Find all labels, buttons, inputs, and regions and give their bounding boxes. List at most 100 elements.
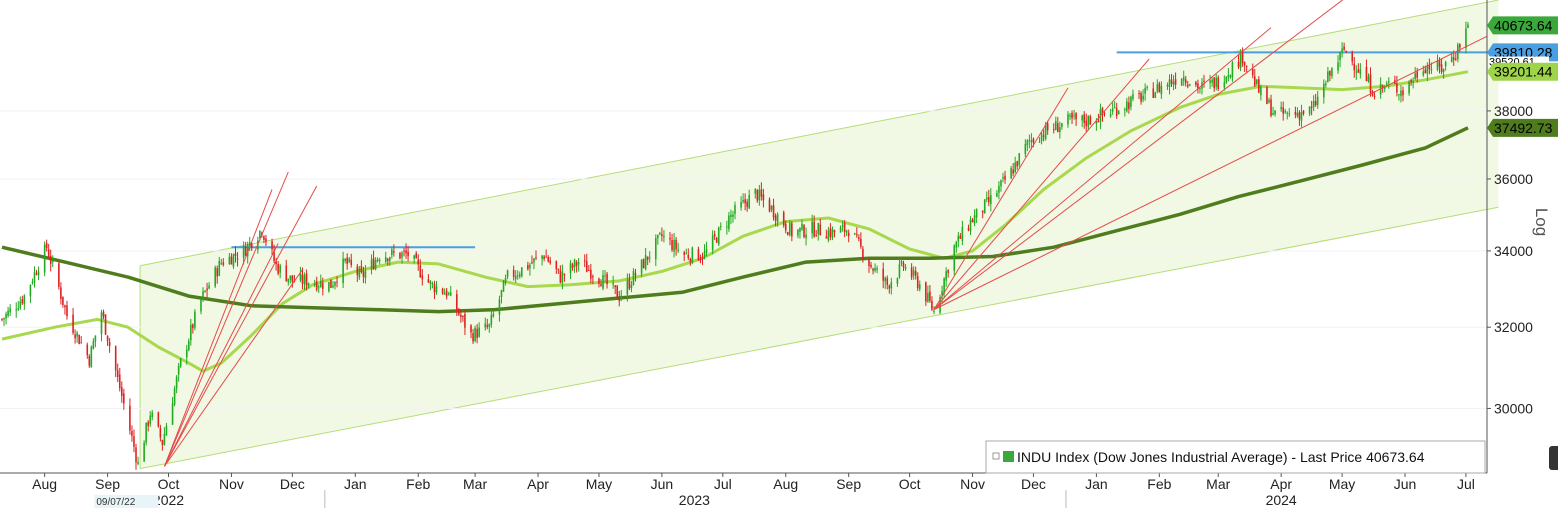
candle-body — [669, 237, 671, 240]
candle-body — [1075, 113, 1077, 120]
candle-body — [874, 268, 876, 271]
candle — [717, 226, 720, 247]
candle-body — [1132, 94, 1134, 100]
candle — [1398, 94, 1400, 101]
candle — [173, 385, 176, 407]
x-tick-label: Feb — [1147, 476, 1171, 492]
candle — [590, 263, 592, 284]
fan-line — [163, 171, 289, 467]
candle — [1459, 43, 1461, 52]
candle-body — [957, 235, 960, 242]
candle-body — [476, 328, 478, 338]
candle-body — [602, 275, 604, 289]
candle-body — [157, 412, 160, 427]
candle — [675, 237, 677, 256]
candle-body — [1026, 140, 1029, 146]
x-tick-label: Jun — [651, 476, 674, 492]
candle-body — [502, 280, 505, 292]
candle — [102, 309, 105, 320]
candle-body — [916, 276, 919, 289]
candle — [133, 429, 135, 453]
candle-body — [1268, 99, 1270, 103]
candle-body — [106, 335, 109, 342]
candle-body — [401, 252, 403, 258]
candle-body — [92, 341, 95, 349]
candle-body — [912, 270, 915, 276]
candle — [910, 263, 913, 281]
candle — [770, 205, 773, 213]
candle-body — [1381, 85, 1384, 87]
candle-body — [307, 283, 310, 286]
candle-body — [839, 227, 842, 233]
candle-body — [998, 185, 1000, 193]
candle — [520, 267, 523, 278]
candle-body — [100, 312, 103, 335]
candle — [179, 357, 182, 368]
legend-box[interactable]: INDU Index (Dow Jones Industrial Average… — [985, 440, 1486, 474]
candle — [287, 278, 290, 286]
candle-body — [587, 269, 590, 271]
candle — [726, 220, 728, 235]
candle-body — [250, 243, 253, 249]
candle-body — [470, 325, 472, 333]
fan-line — [933, 27, 1272, 311]
candle-body — [458, 309, 460, 315]
candle — [1144, 83, 1146, 101]
candle-body — [1457, 44, 1459, 60]
candle — [1138, 90, 1140, 100]
candle-body — [1416, 71, 1419, 78]
candle-body — [21, 299, 24, 304]
candle-body — [80, 342, 82, 344]
candle-body — [831, 229, 834, 238]
candle-body — [427, 279, 430, 283]
candle — [500, 289, 503, 304]
candle — [403, 247, 405, 257]
x-tick-label: Dec — [1021, 476, 1046, 492]
candle-body — [118, 374, 121, 389]
candle — [512, 265, 515, 281]
candle-body — [488, 324, 491, 327]
candle-body — [246, 244, 249, 257]
fan-line — [933, 87, 1069, 310]
candle — [606, 271, 608, 289]
legend-toggle-icon[interactable] — [992, 452, 1000, 460]
candle — [360, 260, 363, 274]
candle — [1327, 66, 1329, 83]
candle — [661, 227, 663, 242]
candle-body — [131, 431, 133, 436]
candle — [358, 266, 361, 280]
candle — [393, 244, 395, 257]
candle-body — [472, 333, 474, 342]
candle-body — [870, 264, 872, 268]
candle-body — [953, 245, 956, 271]
candle — [1337, 55, 1339, 74]
candle — [413, 254, 415, 264]
candle — [862, 245, 864, 263]
candle-body — [969, 219, 972, 232]
candle — [230, 253, 233, 265]
cursor-date: 09/07/22 — [96, 497, 135, 508]
y-tick-label: 32000 — [1494, 319, 1533, 335]
side-tool-icon[interactable] — [1549, 446, 1558, 470]
candle-body — [161, 440, 164, 446]
log-scale-label[interactable]: Log — [1532, 208, 1551, 236]
candle — [618, 290, 621, 307]
candle — [427, 274, 430, 284]
candle-body — [222, 262, 225, 265]
candle-body — [1258, 79, 1260, 93]
candle — [1180, 78, 1183, 86]
candle-body — [902, 262, 905, 268]
candle — [896, 277, 899, 287]
candle — [187, 338, 190, 352]
candle-body — [1286, 112, 1289, 114]
candle-body — [322, 283, 324, 289]
candle — [931, 296, 933, 311]
candle-body — [1231, 62, 1234, 78]
candle-body — [116, 370, 119, 377]
candle — [730, 209, 732, 225]
candle-body — [165, 425, 168, 436]
candle-body — [29, 284, 32, 297]
candle-body — [1170, 79, 1173, 84]
candle-body — [1300, 112, 1303, 121]
